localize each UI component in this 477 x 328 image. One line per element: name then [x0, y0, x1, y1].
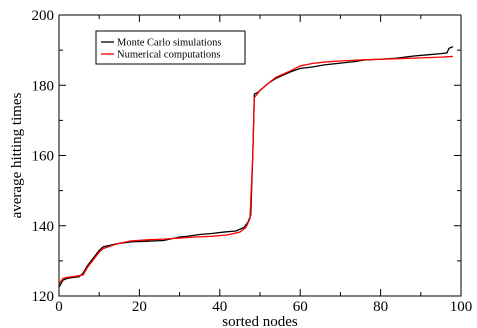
- series-line-monte-carlo: [58, 46, 454, 288]
- y-tick-label: 160: [32, 149, 55, 165]
- y-tick-label: 140: [32, 219, 55, 235]
- x-axis-label: sorted nodes: [222, 314, 298, 328]
- x-tick-label: 100: [450, 299, 473, 315]
- x-tick-label: 60: [293, 299, 308, 315]
- series-layer: [58, 46, 454, 288]
- x-tick-label: 0: [55, 299, 63, 315]
- y-axis-label: average hitting times: [9, 92, 25, 218]
- legend-label: Numerical computations: [117, 50, 221, 61]
- ticks-layer: 0 20 40 60 80 100 120 140 160 180 200: [32, 8, 473, 315]
- x-tick-label: 80: [373, 299, 388, 315]
- x-tick-label: 20: [132, 299, 147, 315]
- series-line-numerical: [58, 55, 453, 285]
- y-tick-label: 180: [32, 78, 55, 94]
- legend-box: [95, 30, 246, 65]
- y-tick-label: 200: [32, 8, 55, 24]
- x-tick-label: 40: [212, 299, 227, 315]
- legend-label: Monte Carlo simulations: [117, 38, 221, 49]
- y-tick-label: 120: [32, 289, 55, 305]
